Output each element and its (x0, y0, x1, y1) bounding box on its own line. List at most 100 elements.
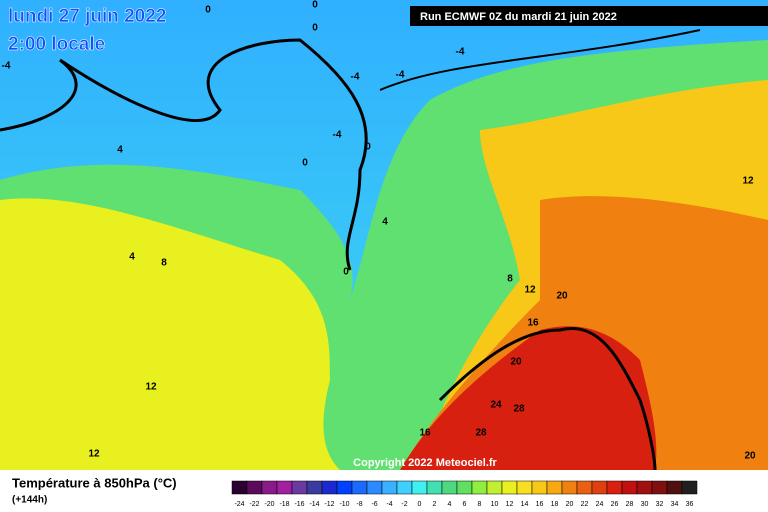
color-box (546, 480, 563, 495)
colorbar-label: 6 (463, 501, 467, 508)
colorbar-label: 30 (641, 501, 649, 508)
contour-label: -4 (2, 61, 11, 72)
colorbar-label: 16 (536, 501, 544, 508)
warm-field-west (0, 198, 340, 470)
color-box (366, 480, 383, 495)
colorbar-label: -14 (309, 501, 319, 508)
colorbar-label: 20 (566, 501, 574, 508)
contour-label: 8 (507, 274, 513, 285)
copyright: Copyright 2022 Meteociel.fr (353, 457, 497, 469)
colorbar-label: -16 (294, 501, 304, 508)
contour-label: -4 (456, 47, 465, 58)
color-box (501, 480, 518, 495)
colorbar-label: -10 (339, 501, 349, 508)
contour-label: 0 (312, 0, 318, 11)
color-box (441, 480, 458, 495)
colorbar-label: 24 (596, 501, 604, 508)
colorbar: -24 -22 -20 -18 -16 -14 -12 -10 -8 -6 -4 -2 0 2 4 6 8 10 1… (231, 480, 698, 508)
run-info: Run ECMWF 0Z du mardi 21 juin 2022 (420, 11, 617, 23)
contour-label: -4 (396, 70, 405, 81)
contour-label: 16 (419, 428, 431, 439)
color-box (396, 480, 413, 495)
colorbar-label: 0 (418, 501, 422, 508)
colorbar-label: 12 (506, 501, 514, 508)
colorbar-label: -20 (264, 501, 274, 508)
colorbar-label: -22 (249, 501, 259, 508)
color-box (351, 480, 368, 495)
colorbar-label: 14 (521, 501, 529, 508)
colorbar-label: 8 (478, 501, 482, 508)
color-box (306, 480, 323, 495)
contour-label: 0 (312, 23, 318, 34)
color-box (516, 480, 533, 495)
contour-label: 8 (161, 258, 167, 269)
map (0, 0, 768, 471)
colorbar-label: -24 (234, 501, 244, 508)
colorbar-label: -2 (401, 501, 407, 508)
contour-label: -4 (333, 130, 342, 141)
legend-title: Température à 850hPa (°C) (12, 475, 177, 490)
colorbar-label: -6 (371, 501, 377, 508)
color-box (261, 480, 278, 495)
color-box (276, 480, 293, 495)
color-box (681, 480, 698, 495)
valid-date: lundi 27 juin 2022 (8, 6, 166, 27)
colorbar-label: 18 (551, 501, 559, 508)
colorbar-label: 28 (626, 501, 634, 508)
colorbar-label: 2 (433, 501, 437, 508)
color-box (291, 480, 308, 495)
color-box (471, 480, 488, 495)
colorbar-label: 36 (686, 501, 694, 508)
contour-label: 12 (524, 285, 536, 296)
contour-label: -4 (351, 72, 360, 83)
colorbar-label: 26 (611, 501, 619, 508)
colorbar-label: -12 (324, 501, 334, 508)
color-box (621, 480, 638, 495)
colorbar-label: -4 (386, 501, 392, 508)
contour-label: 4 (129, 252, 135, 263)
contour-label: 20 (510, 357, 522, 368)
color-box (531, 480, 548, 495)
color-box (426, 480, 443, 495)
hottest-field (400, 326, 657, 470)
contour-label: 12 (88, 449, 100, 460)
colorbar-label: 4 (448, 501, 452, 508)
zero-isotherm (0, 38, 368, 271)
colorbar-label: -8 (356, 501, 362, 508)
contour-label: 12 (742, 176, 754, 187)
contour-label: 4 (117, 145, 123, 156)
colorbar-label: 34 (671, 501, 679, 508)
color-box (561, 480, 578, 495)
color-box (231, 480, 248, 495)
colorbar-label: 32 (656, 501, 664, 508)
color-box (666, 480, 683, 495)
contour-label: 20 (744, 451, 756, 462)
colorbar-label: -18 (279, 501, 289, 508)
contour-label: 4 (382, 217, 388, 228)
color-box (576, 480, 593, 495)
color-box (591, 480, 608, 495)
color-box (246, 480, 263, 495)
color-box (606, 480, 623, 495)
contour (379, 29, 701, 91)
run-box (410, 6, 768, 26)
color-box (486, 480, 503, 495)
contour-label: 24 (490, 400, 502, 411)
color-box (321, 480, 338, 495)
color-box (456, 480, 473, 495)
color-box (636, 480, 653, 495)
contour-label: 12 (145, 382, 157, 393)
contour-label: 20 (556, 291, 568, 302)
contour-labels: 0 0 0 -4 -4 -4 -4 4 -4 0 0 4 0 4 8 8 12 20 16 20 12 24 28 16 28 1… (2, 0, 756, 462)
valid-time: 2:00 locale (8, 34, 105, 55)
contour-label: 16 (527, 318, 539, 329)
colorbar-label: 22 (581, 501, 589, 508)
contour-label: 0 (205, 5, 211, 16)
contour-label: 0 (365, 142, 371, 153)
twenty-isotherm (438, 327, 657, 471)
contour-label: 0 (302, 158, 308, 169)
colorbar-label: 10 (491, 501, 499, 508)
color-box (381, 480, 398, 495)
color-box (336, 480, 353, 495)
contour-label: 28 (475, 428, 487, 439)
